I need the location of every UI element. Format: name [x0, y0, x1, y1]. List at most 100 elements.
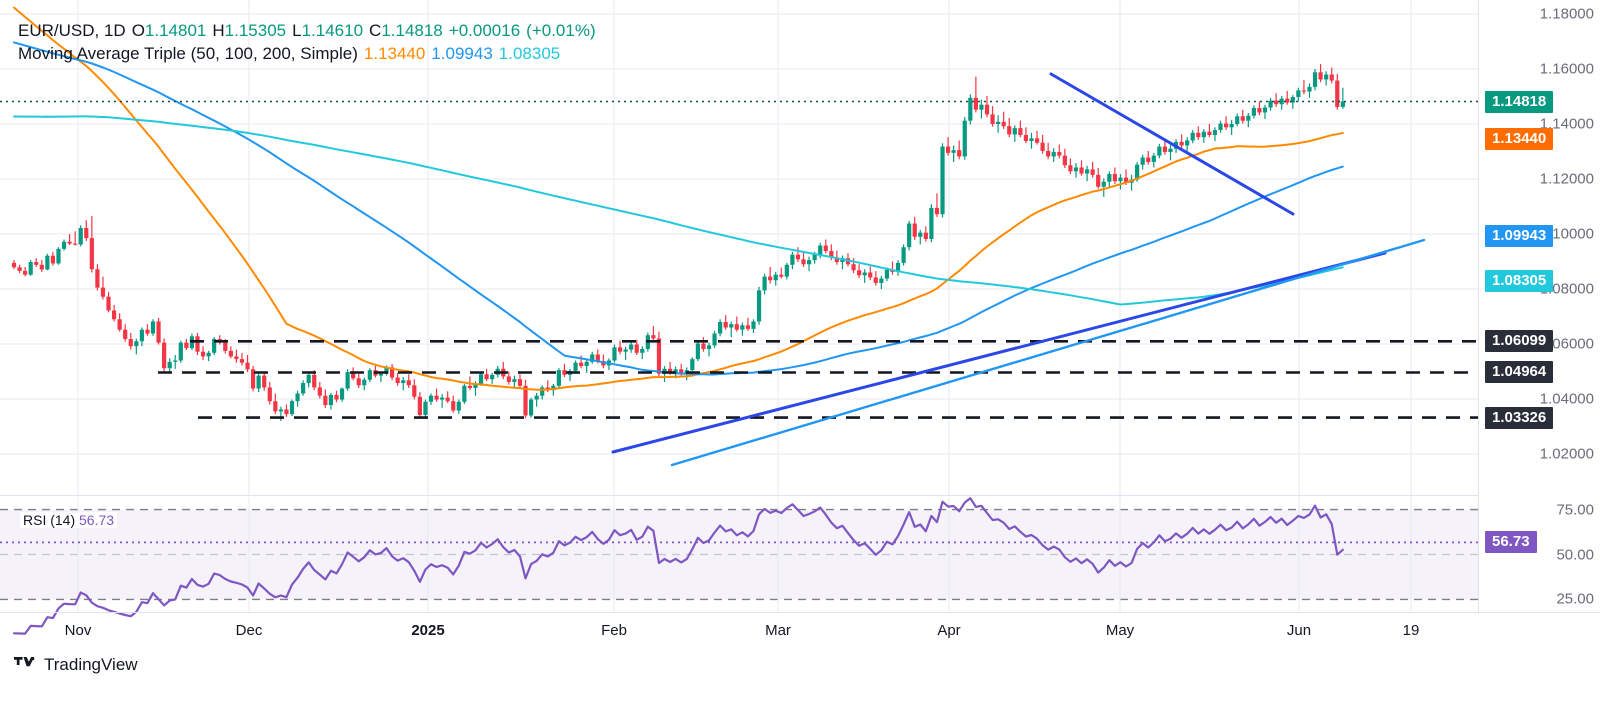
candle-body[interactable]: [228, 350, 233, 357]
candle-body[interactable]: [67, 241, 72, 244]
candle-body[interactable]: [1062, 155, 1067, 166]
candle-body[interactable]: [534, 395, 539, 400]
candle-body[interactable]: [139, 329, 144, 342]
candle-body[interactable]: [1034, 138, 1040, 143]
candle-body[interactable]: [595, 354, 600, 362]
candle-body[interactable]: [1312, 72, 1318, 87]
candle-body[interactable]: [934, 207, 940, 215]
candle-body[interactable]: [1240, 116, 1245, 121]
candle-body[interactable]: [979, 104, 984, 110]
candle-body[interactable]: [912, 223, 917, 237]
candle-body[interactable]: [1257, 108, 1262, 113]
candle-body[interactable]: [556, 370, 561, 386]
candle-body[interactable]: [1135, 164, 1140, 180]
rsi-pane[interactable]: [0, 497, 1478, 635]
candle-body[interactable]: [1018, 128, 1023, 135]
candle-body[interactable]: [940, 146, 945, 215]
candle-body[interactable]: [184, 342, 189, 349]
candle-body[interactable]: [23, 270, 28, 275]
candle-body[interactable]: [301, 383, 306, 394]
candle-body[interactable]: [695, 343, 700, 360]
candle-body[interactable]: [1229, 124, 1234, 128]
candle-body[interactable]: [84, 227, 89, 239]
candle-body[interactable]: [851, 264, 856, 271]
candle-body[interactable]: [412, 385, 417, 397]
candle-body[interactable]: [957, 150, 962, 157]
ma-indicator-label[interactable]: Moving Average Triple (50, 100, 200, Sim…: [18, 44, 358, 63]
candle-body[interactable]: [173, 360, 178, 362]
candle-body[interactable]: [1279, 98, 1284, 105]
candle-body[interactable]: [17, 267, 22, 271]
candle-body[interactable]: [667, 368, 673, 373]
candle-body[interactable]: [195, 336, 200, 352]
candle-body[interactable]: [1196, 132, 1201, 138]
candle-body[interactable]: [162, 342, 167, 369]
candle-body[interactable]: [312, 374, 317, 388]
candle-body[interactable]: [823, 245, 828, 252]
candle-body[interactable]: [1179, 141, 1184, 146]
candle-body[interactable]: [484, 374, 489, 380]
candle-body[interactable]: [1251, 108, 1256, 116]
price-axis[interactable]: 1.18000 1.16000 1.14000 1.12000 1.10000 1.080…: [1479, 0, 1600, 612]
candle-body[interactable]: [328, 394, 334, 406]
candle-body[interactable]: [1001, 121, 1006, 127]
candle-body[interactable]: [462, 385, 467, 402]
price-badge-last-price[interactable]: 1.14818: [1485, 90, 1554, 113]
candle-body[interactable]: [990, 114, 995, 124]
candle-body[interactable]: [768, 276, 773, 281]
candle-body[interactable]: [712, 333, 717, 346]
candle-body[interactable]: [951, 150, 956, 153]
candle-body[interactable]: [1046, 150, 1051, 157]
candle-body[interactable]: [1123, 177, 1129, 183]
symbol-label[interactable]: EUR/USD, 1D: [18, 21, 126, 40]
candle-body[interactable]: [868, 272, 873, 278]
candle-body[interactable]: [1324, 74, 1329, 80]
candle-body[interactable]: [745, 325, 751, 329]
candle-body[interactable]: [106, 296, 111, 311]
candle-body[interactable]: [857, 270, 862, 276]
candle-body[interactable]: [945, 146, 951, 153]
candle-body[interactable]: [334, 394, 339, 400]
candle-body[interactable]: [1223, 123, 1229, 128]
price-chart-canvas[interactable]: [0, 0, 1478, 495]
candle-body[interactable]: [145, 329, 150, 334]
candle-body[interactable]: [962, 120, 967, 157]
candle-body[interactable]: [56, 248, 61, 264]
price-badge-support-1[interactable]: 1.03326: [1485, 406, 1554, 429]
candle-body[interactable]: [690, 359, 695, 371]
candle-body[interactable]: [895, 262, 901, 272]
candle-body[interactable]: [806, 260, 812, 265]
candle-body[interactable]: [256, 375, 261, 389]
candle-body[interactable]: [784, 264, 789, 277]
candle-body[interactable]: [134, 341, 139, 347]
candle-body[interactable]: [428, 395, 434, 402]
candle-body[interactable]: [490, 374, 495, 380]
candle-body[interactable]: [95, 269, 100, 288]
candle-body[interactable]: [1157, 146, 1162, 156]
candle-body[interactable]: [1118, 177, 1123, 182]
candle-body[interactable]: [367, 370, 372, 380]
candle-body[interactable]: [996, 121, 1001, 124]
candle-body[interactable]: [1162, 146, 1168, 153]
candle-body[interactable]: [1218, 123, 1223, 131]
candle-body[interactable]: [984, 104, 990, 115]
candle-body[interactable]: [1101, 181, 1106, 187]
candle-body[interactable]: [818, 245, 823, 255]
candle-body[interactable]: [790, 254, 795, 265]
candle-body[interactable]: [212, 339, 217, 353]
candle-body[interactable]: [884, 269, 890, 279]
candle-body[interactable]: [1096, 174, 1101, 187]
candle-body[interactable]: [28, 262, 33, 275]
candle-body[interactable]: [879, 278, 884, 283]
candle-body[interactable]: [417, 396, 422, 415]
candle-body[interactable]: [617, 347, 623, 352]
candle-body[interactable]: [1290, 97, 1295, 103]
candle-body[interactable]: [523, 385, 528, 416]
candle-body[interactable]: [284, 409, 289, 415]
candle-body[interactable]: [918, 232, 923, 237]
candle-body[interactable]: [250, 369, 256, 389]
candle-body[interactable]: [1012, 128, 1017, 135]
candle-body[interactable]: [78, 227, 83, 245]
candle-body[interactable]: [1329, 74, 1334, 81]
candle-body[interactable]: [289, 401, 295, 415]
